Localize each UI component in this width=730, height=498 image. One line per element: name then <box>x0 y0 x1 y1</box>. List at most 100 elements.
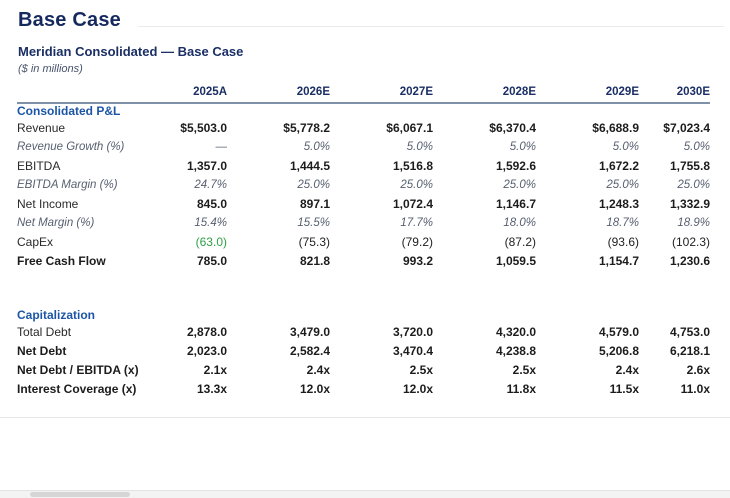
cell-value: 5,206.8 <box>598 343 639 358</box>
cell-value: 18.7% <box>606 216 639 229</box>
cell-value: 25.0% <box>677 178 710 191</box>
horizontal-scrollbar[interactable] <box>0 490 730 498</box>
table-row: CapEx (63.0) (75.3) (79.2) (87.2) (93.6) (102.… <box>17 232 710 251</box>
table-row: Free Cash Flow 785.0 821.8 993.2 1,059.5 1,15… <box>17 251 710 270</box>
column-header-2027e: 2027E <box>330 80 433 104</box>
row-label: Net Margin (%) <box>17 216 95 229</box>
cell-value: 11.5x <box>609 381 639 396</box>
cell-value: 1,154.7 <box>598 253 639 268</box>
cell-value: 1,248.3 <box>598 196 639 211</box>
cell-value: 2,582.4 <box>289 343 330 358</box>
cell-value: 5.0% <box>406 140 433 153</box>
row-label: EBITDA <box>17 158 61 173</box>
section-header-row: Capitalization <box>17 308 710 322</box>
cell-value: 1,357.0 <box>186 158 227 173</box>
cell-value: 17.7% <box>400 216 433 229</box>
cell-value: 821.8 <box>299 253 330 268</box>
cell-value: (79.2) <box>401 234 433 249</box>
cell-value: 15.5% <box>297 216 330 229</box>
table-row: Total Debt 2,878.0 3,479.0 3,720.0 4,320.0 4,… <box>17 322 710 341</box>
cell-value: 2.1x <box>203 362 227 377</box>
cell-value: 2.6x <box>686 362 710 377</box>
cell-value: 2.5x <box>512 362 536 377</box>
column-header-2028e: 2028E <box>433 80 536 104</box>
cell-value: 6,218.1 <box>669 343 710 358</box>
section-header: Capitalization <box>17 308 96 322</box>
row-label: Total Debt <box>17 324 72 339</box>
financial-table: 2025A 2026E 2027E 2028E 2029E 2030E Consolida… <box>17 80 710 398</box>
cell-value: 1,059.5 <box>495 253 536 268</box>
cell-value: $6,067.1 <box>386 120 433 135</box>
cell-value: $6,370.4 <box>489 120 536 135</box>
cell-value: (75.3) <box>298 234 330 249</box>
cell-value: 2,023.0 <box>186 343 227 358</box>
row-label: Interest Coverage (x) <box>17 381 137 396</box>
cell-value: 1,332.9 <box>669 196 710 211</box>
row-label: EBITDA Margin (%) <box>17 178 118 191</box>
cell-value: 993.2 <box>402 253 433 268</box>
row-label: Net Debt <box>17 343 67 358</box>
cell-value: 25.0% <box>503 178 536 191</box>
table-row: Net Income 845.0 897.1 1,072.4 1,146.7 1,248.… <box>17 194 710 213</box>
cell-value: 12.0x <box>402 381 433 396</box>
units-note: ($ in millions) <box>18 63 83 75</box>
cell-value: (63.0) <box>195 234 227 249</box>
cell-value: 18.9% <box>677 216 710 229</box>
cell-value: 5.0% <box>509 140 536 153</box>
cell-value: 1,592.6 <box>495 158 536 173</box>
cell-value: 1,072.4 <box>392 196 433 211</box>
row-label: Revenue <box>17 120 66 135</box>
table-row: Revenue $5,503.0 $5,778.2 $6,067.1 $6,370.4 $… <box>17 118 710 137</box>
column-header-2030e: 2030E <box>639 80 710 104</box>
row-label: Net Income <box>17 196 79 211</box>
cell-value: 11.8x <box>506 381 536 396</box>
cell-value: 3,479.0 <box>289 324 330 339</box>
cell-value: 15.4% <box>194 216 227 229</box>
title-rule <box>138 26 724 27</box>
cell-value: 18.0% <box>503 216 536 229</box>
cell-value: 24.7% <box>194 178 227 191</box>
year-header-row: 2025A 2026E 2027E 2028E 2029E 2030E <box>17 80 710 104</box>
column-header-2025a: 2025A <box>167 80 227 104</box>
cell-value: 3,470.4 <box>392 343 433 358</box>
cell-value: (102.3) <box>671 234 710 249</box>
cell-value: 5.0% <box>612 140 639 153</box>
cell-value: 5.0% <box>303 140 330 153</box>
cell-value: 13.3x <box>196 381 227 396</box>
column-header-2029e: 2029E <box>536 80 639 104</box>
scrollbar-thumb[interactable] <box>30 492 130 497</box>
cell-value: (87.2) <box>504 234 536 249</box>
cell-value: 845.0 <box>196 196 227 211</box>
table-row: Interest Coverage (x) 13.3x 12.0x 12.0x 11.8… <box>17 379 710 398</box>
cell-value: 12.0x <box>299 381 330 396</box>
page-title: Base Case <box>18 9 121 31</box>
cell-value: 897.1 <box>299 196 330 211</box>
cell-value: 25.0% <box>400 178 433 191</box>
table-row: Net Debt 2,023.0 2,582.4 3,470.4 4,238.8 5,20… <box>17 341 710 360</box>
cell-value: 5.0% <box>683 140 710 153</box>
cell-value: (93.6) <box>607 234 639 249</box>
section-header-row: Consolidated P&L <box>17 103 710 118</box>
cell-value: 4,753.0 <box>669 324 710 339</box>
cell-value: 1,755.8 <box>669 158 710 173</box>
row-label-column-header <box>17 80 167 104</box>
cell-value: 2,878.0 <box>186 324 227 339</box>
row-label: Net Debt / EBITDA (x) <box>17 362 139 377</box>
cell-value: $6,688.9 <box>592 120 639 135</box>
cell-value: 2.4x <box>306 362 330 377</box>
cell-value: 1,516.8 <box>392 158 433 173</box>
row-label: Revenue Growth (%) <box>17 140 125 153</box>
cell-value: 3,720.0 <box>392 324 433 339</box>
section-header: Consolidated P&L <box>17 104 121 118</box>
table-end-rule <box>0 417 730 418</box>
cell-value: 25.0% <box>606 178 639 191</box>
cell-value: 1,230.6 <box>669 253 710 268</box>
cell-value: 2.5x <box>409 362 433 377</box>
row-label: Free Cash Flow <box>17 253 106 268</box>
table-row: EBITDA 1,357.0 1,444.5 1,516.8 1,592.6 1,672.… <box>17 156 710 175</box>
report-subtitle: Meridian Consolidated — Base Case <box>18 44 244 59</box>
column-header-2026e: 2026E <box>227 80 330 104</box>
cell-value: $5,778.2 <box>283 120 330 135</box>
cell-value: 25.0% <box>297 178 330 191</box>
cell-value: $7,023.4 <box>663 120 710 135</box>
